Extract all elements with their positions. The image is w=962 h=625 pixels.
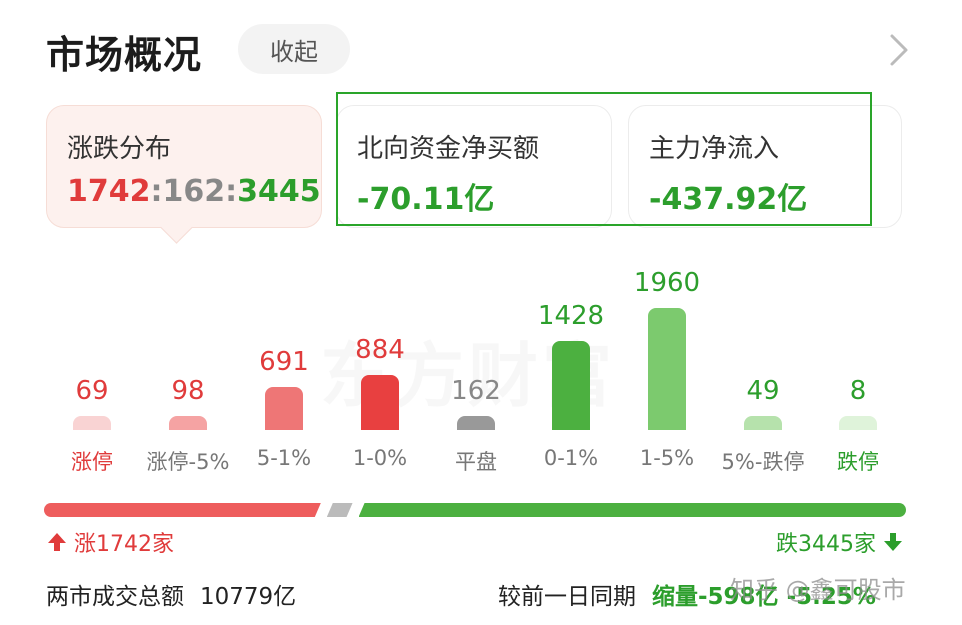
main-flow-card[interactable]: 主力净流入 -437.92亿 xyxy=(628,105,902,228)
arrow-up-icon xyxy=(48,533,66,551)
bar-category-label: 0-1% xyxy=(543,446,599,470)
bar-2 xyxy=(265,386,303,430)
bar-category-label: 涨停 xyxy=(71,450,113,474)
ratio-flat-segment xyxy=(327,503,353,517)
compare-row: 较前一日同期 缩量-598亿 -5.25% xyxy=(498,577,876,611)
main-flow-label: 主力净流入 xyxy=(649,134,780,164)
ratio-up-segment xyxy=(44,503,321,517)
up-summary: 涨1742家 xyxy=(46,526,174,558)
bar-8 xyxy=(839,416,877,430)
bar-0 xyxy=(73,416,111,430)
bar-category-label: 1-5% xyxy=(639,446,695,470)
bar-value-label: 98 xyxy=(171,376,205,406)
bar-value-label: 49 xyxy=(746,376,780,406)
bar-category-label: 涨停-5% xyxy=(146,450,230,474)
highlight-box xyxy=(336,92,872,226)
bar-value-label: 691 xyxy=(259,346,309,377)
bar-7 xyxy=(744,416,782,430)
up-count: 1742 xyxy=(67,174,151,209)
page-title: 市场概况 xyxy=(46,33,203,77)
distribution-card[interactable]: 涨跌分布 1742:162:3445 xyxy=(46,105,322,244)
bar-value-label: 884 xyxy=(355,334,405,365)
compare-change: 缩量-598亿 -5.25% xyxy=(652,584,876,610)
distribution-chart: 69 涨停 98 涨停-5% 691 5-1% 884 1-0% 162 平盘 1428 0-1% 19… xyxy=(0,250,962,480)
distribution-label: 涨跌分布 xyxy=(67,134,172,164)
bar-value-label: 1428 xyxy=(537,301,605,332)
arrow-down-icon xyxy=(884,533,902,551)
bar-1 xyxy=(169,416,207,430)
bar-6 xyxy=(648,308,686,430)
northbound-value: -70.11亿 xyxy=(357,182,495,217)
bar-value-label: 162 xyxy=(451,376,501,406)
bar-4 xyxy=(457,416,495,430)
compare-label: 较前一日同期 xyxy=(498,584,636,610)
turnover-value: 10779亿 xyxy=(200,584,297,610)
northbound-card[interactable]: 北向资金净买额 -70.11亿 xyxy=(336,105,612,228)
down-summary-text: 跌3445家 xyxy=(776,532,876,557)
card-pointer xyxy=(160,211,193,244)
bar-category-label: 1-0% xyxy=(352,446,408,470)
zhihu-watermark: 知乎 @鑫可股市 xyxy=(730,576,906,604)
collapse-button[interactable]: 收起 xyxy=(238,24,350,74)
down-count: 3445 xyxy=(237,174,321,209)
bar-value-label: 69 xyxy=(75,376,109,406)
northbound-label: 北向资金净买额 xyxy=(357,134,540,164)
ratio-bar xyxy=(44,503,906,517)
bar-category-label: 5-1% xyxy=(256,446,312,470)
up-summary-text: 涨1742家 xyxy=(74,532,174,557)
bar-3 xyxy=(361,374,399,430)
distribution-values: 1742:162:3445 xyxy=(67,174,321,209)
turnover-label: 两市成交总额 xyxy=(46,584,184,610)
down-summary: 跌3445家 xyxy=(776,526,904,558)
main-flow-value: -437.92亿 xyxy=(649,182,808,217)
bar-category-label: 5%-跌停 xyxy=(721,450,805,474)
bar-5 xyxy=(552,341,590,430)
bar-value-label: 8 xyxy=(849,376,867,406)
ratio-down-segment xyxy=(358,503,906,517)
chevron-right-icon[interactable] xyxy=(884,30,914,70)
flat-count: 162 xyxy=(162,174,226,209)
bar-value-label: 1960 xyxy=(633,268,701,298)
bar-category-label: 平盘 xyxy=(455,450,497,474)
bar-category-label: 跌停 xyxy=(837,450,879,474)
turnover-row: 两市成交总额 10779亿 xyxy=(46,577,296,611)
